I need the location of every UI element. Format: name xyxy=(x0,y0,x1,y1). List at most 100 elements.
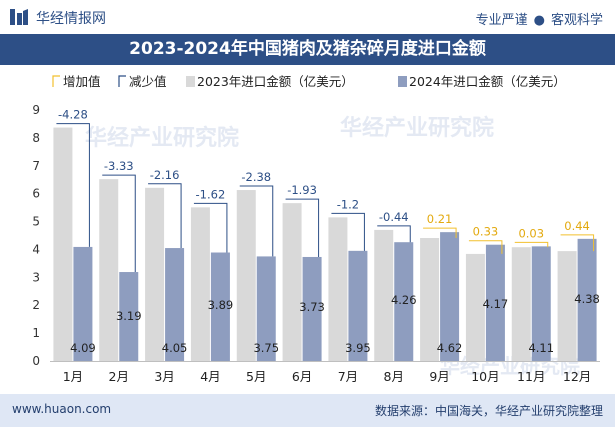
increase-label: 0.44 xyxy=(564,219,590,233)
value-label-2024: 3.89 xyxy=(208,298,234,312)
bar-2023 xyxy=(99,179,119,361)
decrease-label: -1.2 xyxy=(337,197,359,211)
y-tick-label: 1 xyxy=(32,326,40,340)
increase-bracket xyxy=(560,234,595,252)
bar-2024 xyxy=(73,246,93,361)
tagline-left: 专业严谨 xyxy=(475,13,528,28)
x-tick-label: 6月 xyxy=(292,369,312,384)
legend-swatch-2024 xyxy=(398,76,407,87)
value-label-2024: 4.11 xyxy=(528,341,554,355)
y-tick-label: 3 xyxy=(32,270,40,284)
y-tick-label: 7 xyxy=(32,159,40,173)
data-source: 数据来源：中国海关，华经产业研究院整理 xyxy=(374,404,603,418)
decrease-label: -4.28 xyxy=(58,108,88,122)
decrease-bracket xyxy=(56,123,90,247)
value-label-2024: 4.17 xyxy=(483,297,509,311)
bar-2024 xyxy=(256,256,276,361)
bar-2024 xyxy=(485,244,505,361)
value-label-2024: 4.26 xyxy=(391,293,417,307)
value-label-2024: 3.73 xyxy=(299,300,325,314)
increase-bracket xyxy=(468,240,503,254)
bar-2024 xyxy=(577,238,597,361)
bar-2023 xyxy=(282,203,302,361)
bar-2023 xyxy=(374,229,394,361)
bar-2023 xyxy=(190,207,210,361)
decrease-label: -1.62 xyxy=(196,187,226,201)
chart-title: 2023-2024年中国猪肉及猪杂碎月度进口金额 xyxy=(129,39,486,59)
decrease-bracket xyxy=(331,212,365,251)
bar-2024 xyxy=(302,256,322,361)
decrease-bracket xyxy=(102,174,136,273)
decrease-bracket xyxy=(239,185,274,257)
increase-label: 0.03 xyxy=(518,226,544,240)
x-tick-label: 5月 xyxy=(246,369,266,384)
x-tick-label: 7月 xyxy=(338,369,358,384)
x-tick-label: 10月 xyxy=(471,369,499,384)
value-label-2024: 4.05 xyxy=(162,341,188,355)
bar-2024 xyxy=(440,232,460,361)
value-label-2024: 4.09 xyxy=(70,341,96,355)
decrease-bracket xyxy=(285,198,320,257)
y-tick-label: 8 xyxy=(32,131,40,145)
increase-label: 0.21 xyxy=(427,212,453,226)
y-tick-label: 5 xyxy=(32,215,40,229)
top-bar: 华经情报网 专业严谨 ● 客观科学 xyxy=(0,0,615,34)
y-tick-label: 0 xyxy=(32,354,40,368)
bar-2024 xyxy=(394,242,414,361)
legend-swatch-2023 xyxy=(186,76,195,87)
bar-2023 xyxy=(236,190,256,361)
bar-2023 xyxy=(328,217,348,361)
value-label-2024: 4.38 xyxy=(574,292,600,306)
decrease-bracket xyxy=(193,202,228,253)
bar-2023 xyxy=(465,253,485,361)
y-tick-label: 2 xyxy=(32,298,40,312)
y-tick-label: 6 xyxy=(32,187,40,201)
decrease-label: -3.33 xyxy=(104,159,134,173)
bar-2023 xyxy=(53,127,73,361)
legend-swatch-increase xyxy=(52,75,60,87)
tagline: 专业严谨 ● 客观科学 xyxy=(476,9,603,28)
value-label-2024: 3.19 xyxy=(116,309,142,323)
x-tick-label: 4月 xyxy=(200,369,220,384)
tagline-separator: ● xyxy=(533,13,545,28)
watermark-text: 华经产业研究院 xyxy=(85,125,239,151)
bar-2024 xyxy=(531,246,551,361)
tagline-right: 客观科学 xyxy=(550,13,603,28)
bar-2023 xyxy=(145,187,165,361)
decrease-bracket xyxy=(148,183,182,249)
bar-2023 xyxy=(557,251,577,361)
bar-2023 xyxy=(420,238,440,361)
decrease-label: -2.38 xyxy=(241,170,271,184)
legend-label: 2024年进口金额（亿美元） xyxy=(409,74,566,89)
y-tick-label: 4 xyxy=(32,242,40,256)
x-tick-label: 2月 xyxy=(109,369,129,384)
decrease-label: -0.44 xyxy=(379,210,409,224)
legend-swatch-decrease xyxy=(118,75,126,87)
x-tick-label: 1月 xyxy=(63,369,83,384)
increase-bracket xyxy=(514,241,549,248)
bar-2024 xyxy=(210,252,230,361)
value-label-2024: 3.95 xyxy=(345,341,371,355)
website-link[interactable]: www.huaon.com xyxy=(12,402,112,416)
bar-2023 xyxy=(511,247,531,361)
increase-label: 0.33 xyxy=(473,225,499,239)
x-tick-label: 8月 xyxy=(384,369,404,384)
x-tick-label: 12月 xyxy=(563,369,591,384)
x-tick-label: 3月 xyxy=(154,369,174,384)
legend-label: 2023年进口金额（亿美元） xyxy=(197,74,354,89)
decrease-bracket xyxy=(377,225,411,243)
value-label-2024: 4.62 xyxy=(437,341,463,355)
decrease-label: -1.93 xyxy=(287,183,317,197)
legend-label: 增加值 xyxy=(63,74,101,89)
x-tick-label: 9月 xyxy=(429,369,449,384)
bar-2024 xyxy=(348,250,368,361)
watermark-text: 华经产业研究院 xyxy=(440,354,580,378)
watermark-text: 华经产业研究院 xyxy=(340,115,494,141)
footer-bar: www.huaon.com 数据来源：中国海关，华经产业研究院整理 xyxy=(0,394,615,427)
brand-logo-icon xyxy=(10,9,28,25)
value-label-2024: 3.75 xyxy=(253,341,279,355)
x-tick-label: 11月 xyxy=(517,369,545,384)
bar-2024 xyxy=(119,272,139,361)
increase-bracket xyxy=(423,227,457,239)
